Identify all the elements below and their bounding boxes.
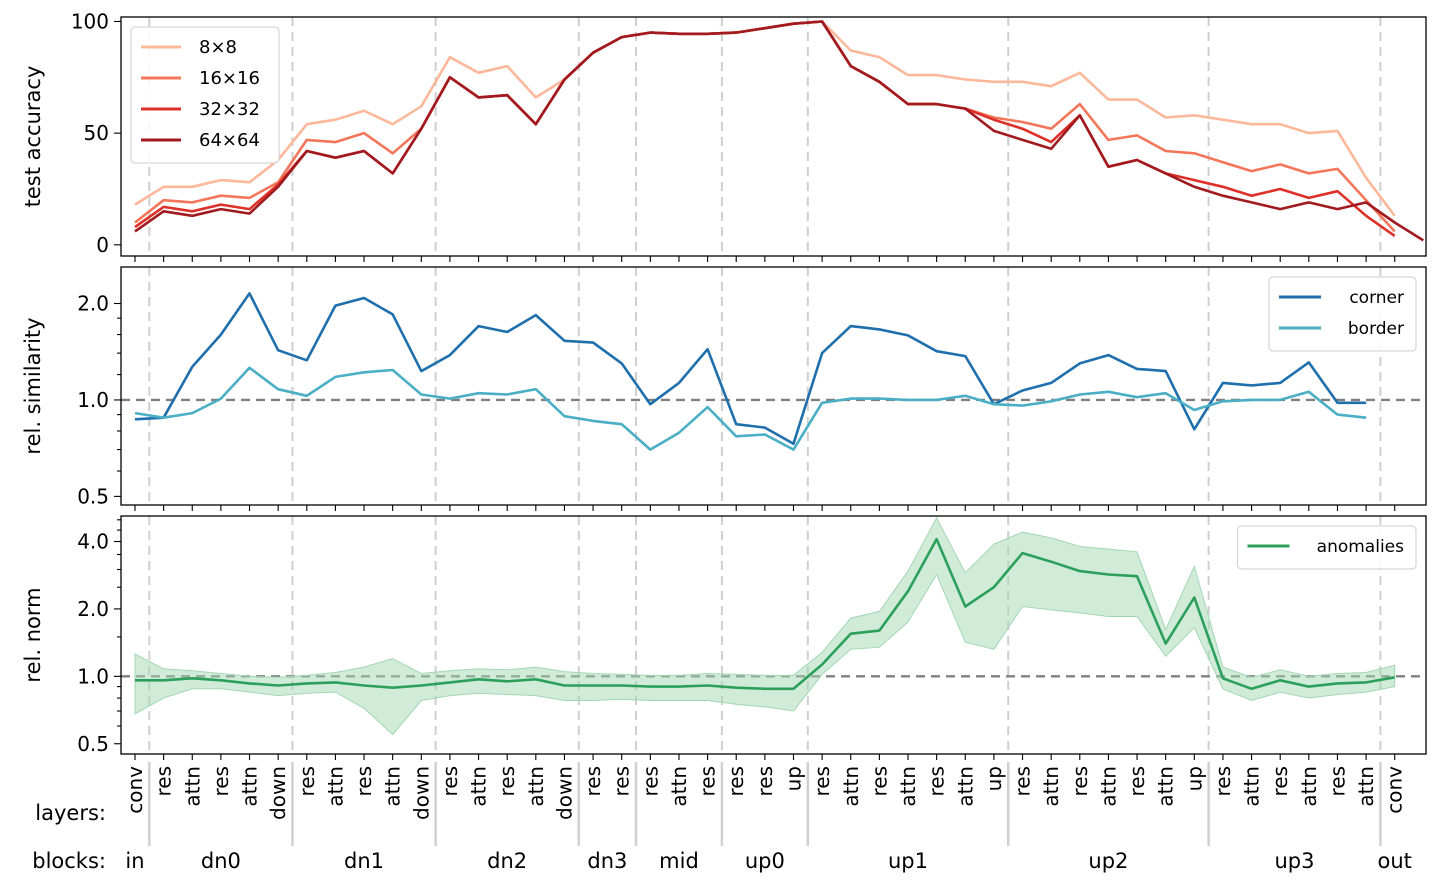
plot-area <box>134 516 1396 736</box>
layer-label: res <box>495 766 519 797</box>
plot-area <box>134 20 1424 242</box>
series-line-8-8 <box>134 20 1396 217</box>
accuracy-panel: 0 50 100 test accuracy 8×8 16×16 32×32 64×64 <box>21 9 1427 262</box>
block-label: in <box>125 849 144 873</box>
layer-label: res <box>610 766 634 797</box>
layer-label: res <box>1211 766 1235 797</box>
blocks-row-label: blocks: <box>32 849 106 873</box>
y-tick-label: 0.5 <box>77 484 109 508</box>
layer-label: res <box>638 766 662 797</box>
layer-label: res <box>438 766 462 797</box>
block-label: out <box>1378 849 1412 873</box>
y-axis-label: rel. norm <box>21 587 45 682</box>
y-tick-label: 50 <box>84 121 109 145</box>
norm-panel: 0.5 1.0 2.0 4.0 rel. norm anomalies <box>21 515 1427 760</box>
layers-row-label: layers: <box>35 801 106 825</box>
layer-label: attn <box>180 766 204 807</box>
layer-label: res <box>295 766 319 797</box>
layer-label: res <box>352 766 376 797</box>
layer-label: attn <box>1297 766 1321 807</box>
legend-label: border <box>1348 319 1404 339</box>
layer-label: attn <box>839 766 863 807</box>
block-label: dn0 <box>201 849 241 873</box>
series-line-32-32 <box>134 20 1396 237</box>
legend-label: 64×64 <box>199 130 260 151</box>
layer-label: conv <box>1383 766 1407 814</box>
axes-frame <box>120 515 1427 755</box>
series-line-border <box>134 366 1367 451</box>
legend-label: 16×16 <box>199 68 260 89</box>
y-tick-label: 100 <box>71 9 109 33</box>
legend-label: anomalies <box>1317 537 1404 557</box>
layer-label: res <box>209 766 233 797</box>
series-line-anomalies <box>135 537 1395 691</box>
y-tick-label: 2.0 <box>77 597 109 621</box>
y-tick-label: 1.0 <box>77 664 109 688</box>
legend-box <box>1236 525 1417 570</box>
y-tick-label: 0 <box>96 233 109 257</box>
layer-label: res <box>753 766 777 797</box>
layer-label: up <box>781 766 805 791</box>
layer-label: attn <box>1039 766 1063 807</box>
layer-label: res <box>724 766 748 797</box>
series-line-64-64 <box>134 20 1424 242</box>
layer-label: conv <box>123 766 147 814</box>
y-tick-label: 4.0 <box>77 530 109 554</box>
layer-label: attn <box>524 766 548 807</box>
layer-label: res <box>581 766 605 797</box>
layer-label: res <box>1068 766 1092 797</box>
layer-label: attn <box>467 766 491 807</box>
layer-label: attn <box>1354 766 1378 807</box>
layer-label: attn <box>1154 766 1178 807</box>
block-label: mid <box>659 849 699 873</box>
layer-label: attn <box>1240 766 1264 807</box>
layer-label: res <box>1325 766 1349 797</box>
y-axis-label: rel. similarity <box>21 317 45 454</box>
layer-label: res <box>867 766 891 797</box>
legend-label: 32×32 <box>199 99 260 120</box>
layer-label: up <box>982 766 1006 791</box>
layer-label: attn <box>323 766 347 807</box>
y-tick-label: 1.0 <box>77 388 109 412</box>
layer-label: res <box>696 766 720 797</box>
block-label: up1 <box>888 849 928 873</box>
layer-label: attn <box>667 766 691 807</box>
block-label: dn2 <box>487 849 527 873</box>
y-tick-label: 0.5 <box>77 732 109 756</box>
layer-label: up <box>1182 766 1206 791</box>
series-line-corner <box>134 292 1367 446</box>
block-label: up0 <box>745 849 785 873</box>
layer-label: down <box>409 766 433 820</box>
layer-label: attn <box>1096 766 1120 807</box>
y-axis-label: test accuracy <box>21 66 45 208</box>
similarity-panel: 0.5 1.0 2.0 rel. similarity corner border <box>21 266 1427 511</box>
legend-label: 8×8 <box>199 37 237 58</box>
layer-label: down <box>552 766 576 820</box>
block-label: dn3 <box>587 849 627 873</box>
block-label: dn1 <box>344 849 384 873</box>
layer-label: res <box>152 766 176 797</box>
legend-box <box>130 26 280 164</box>
axes-frame <box>120 16 1427 257</box>
x-axis: layers: blocks: conv res attn res attn down re… <box>32 762 1412 873</box>
block-label: up2 <box>1088 849 1128 873</box>
axes-frame <box>120 266 1427 506</box>
y-tick-label: 2.0 <box>77 292 109 316</box>
layer-label: attn <box>896 766 920 807</box>
layer-label: res <box>1268 766 1292 797</box>
layer-label: attn <box>381 766 405 807</box>
layer-label: attn <box>953 766 977 807</box>
block-label: up3 <box>1275 849 1315 873</box>
layer-label: res <box>810 766 834 797</box>
layer-label: res <box>1125 766 1149 797</box>
legend-label: corner <box>1349 288 1404 308</box>
layer-label: down <box>266 766 290 820</box>
layer-label: attn <box>238 766 262 807</box>
plot-area <box>134 292 1367 451</box>
layer-label: res <box>1011 766 1035 797</box>
series-line-16-16 <box>134 20 1396 233</box>
layer-label: res <box>925 766 949 797</box>
